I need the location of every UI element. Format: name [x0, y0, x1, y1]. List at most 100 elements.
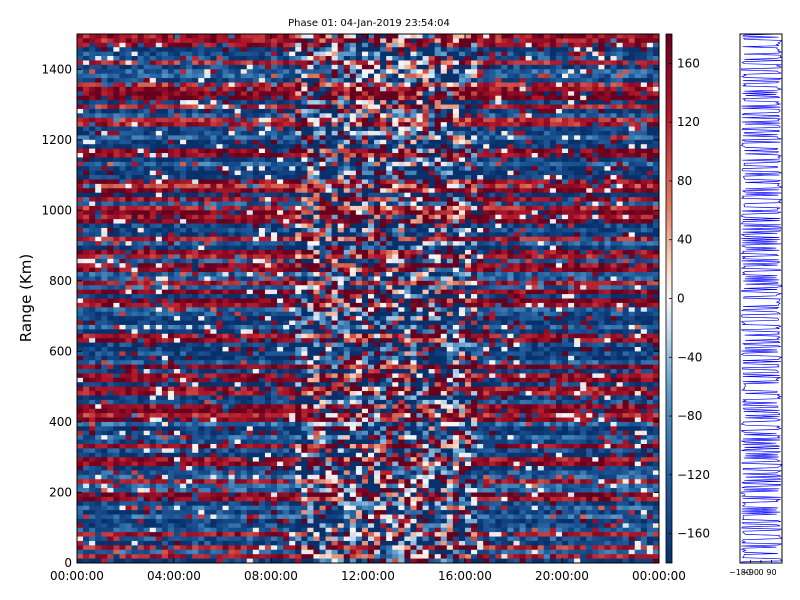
- heatmap-cell: [428, 197, 436, 202]
- heatmap-cell: [580, 34, 587, 39]
- heatmap-cell: [355, 78, 363, 83]
- heatmap-cell: [398, 104, 405, 110]
- heatmap-cell: [192, 117, 199, 123]
- heatmap-cell: [361, 258, 369, 264]
- heatmap-cell: [174, 73, 181, 79]
- heatmap-cell: [465, 183, 472, 189]
- heatmap-cell: [246, 73, 254, 79]
- heatmap-cell: [598, 219, 605, 224]
- heatmap-cell: [495, 82, 502, 88]
- heatmap-cell: [574, 161, 581, 167]
- heatmap-cell: [489, 258, 496, 264]
- heatmap-cell: [477, 197, 484, 202]
- heatmap-cell: [89, 86, 96, 92]
- heatmap-cell: [258, 117, 266, 123]
- heatmap-cell: [198, 95, 205, 101]
- heatmap-cell: [125, 139, 132, 145]
- heatmap-cell: [283, 95, 290, 101]
- heatmap-cell: [410, 95, 417, 101]
- heatmap-cell: [234, 69, 242, 75]
- heatmap-cell: [586, 104, 593, 110]
- heatmap-cell: [246, 100, 254, 105]
- heatmap-cell: [628, 170, 636, 176]
- heatmap-cell: [446, 82, 454, 88]
- heatmap-cell: [428, 258, 436, 264]
- heatmap-cell: [386, 236, 393, 242]
- heatmap-cell: [489, 254, 496, 260]
- heatmap-cell: [513, 214, 520, 220]
- heatmap-cell: [513, 157, 520, 163]
- heatmap-cell: [513, 236, 520, 242]
- heatmap-cell: [416, 148, 423, 154]
- heatmap-cell: [161, 166, 169, 172]
- heatmap-cell: [483, 175, 490, 180]
- heatmap-cell: [337, 64, 345, 70]
- heatmap-cell: [252, 258, 260, 264]
- heatmap-cell: [471, 214, 478, 220]
- heatmap-cell: [452, 197, 460, 202]
- heatmap-cell: [422, 64, 430, 70]
- heatmap-cell: [119, 175, 126, 180]
- heatmap-cell: [568, 192, 575, 198]
- heatmap-cell: [458, 38, 466, 44]
- heatmap-cell: [198, 245, 205, 251]
- heatmap-cell: [174, 232, 181, 238]
- heatmap-cell: [271, 250, 278, 255]
- heatmap-cell: [137, 104, 145, 110]
- heatmap-cell: [507, 148, 514, 154]
- heatmap-cell: [610, 153, 617, 158]
- heatmap-cell: [289, 60, 296, 66]
- heatmap-cell: [452, 86, 460, 92]
- heatmap-cell: [380, 117, 387, 123]
- heatmap-cell: [246, 64, 254, 70]
- heatmap-cell: [537, 241, 545, 246]
- heatmap-cell: [343, 104, 351, 110]
- heatmap-cell: [531, 73, 539, 79]
- heatmap-cell: [646, 126, 654, 132]
- heatmap-cell: [537, 60, 545, 66]
- heatmap-cell: [331, 148, 339, 154]
- heatmap-cell: [622, 175, 630, 180]
- heatmap-cell: [186, 205, 193, 211]
- heatmap-cell: [161, 60, 169, 66]
- heatmap-cell: [83, 205, 90, 211]
- heatmap-cell: [246, 188, 254, 194]
- heatmap-cell: [83, 91, 90, 97]
- heatmap-cell: [440, 113, 448, 119]
- heatmap-cell: [549, 175, 557, 180]
- heatmap-cell: [592, 188, 599, 194]
- heatmap-cell: [289, 183, 296, 189]
- heatmap-cell: [204, 241, 211, 246]
- heatmap-cell: [289, 161, 296, 167]
- heatmap-cell: [192, 153, 199, 158]
- heatmap-cell: [549, 108, 557, 114]
- heatmap-cell: [555, 161, 563, 167]
- heatmap-cell: [525, 219, 533, 224]
- heatmap-cell: [125, 38, 132, 44]
- heatmap-cell: [155, 192, 163, 198]
- heatmap-cell: [440, 144, 448, 150]
- heatmap-cell: [440, 175, 448, 180]
- heatmap-cell: [246, 78, 254, 83]
- heatmap-cell: [246, 91, 254, 97]
- heatmap-cell: [77, 42, 84, 48]
- heatmap-cell: [143, 236, 151, 242]
- heatmap-cell: [580, 60, 587, 66]
- heatmap-cell: [234, 245, 242, 251]
- heatmap-cell: [428, 144, 436, 150]
- heatmap-cell: [562, 73, 569, 79]
- heatmap-cell: [446, 113, 454, 119]
- heatmap-cell: [228, 38, 236, 44]
- heatmap-cell: [434, 122, 442, 127]
- heatmap-cell: [240, 201, 248, 207]
- heatmap-cell: [568, 214, 575, 220]
- heatmap-cell: [252, 56, 260, 61]
- heatmap-cell: [404, 210, 411, 216]
- heatmap-cell: [562, 78, 569, 83]
- heatmap-cell: [440, 69, 448, 75]
- heatmap-cell: [113, 183, 120, 189]
- heatmap-cell: [307, 34, 314, 39]
- heatmap-cell: [628, 34, 636, 39]
- heatmap-cell: [137, 47, 145, 53]
- heatmap-cell: [331, 91, 339, 97]
